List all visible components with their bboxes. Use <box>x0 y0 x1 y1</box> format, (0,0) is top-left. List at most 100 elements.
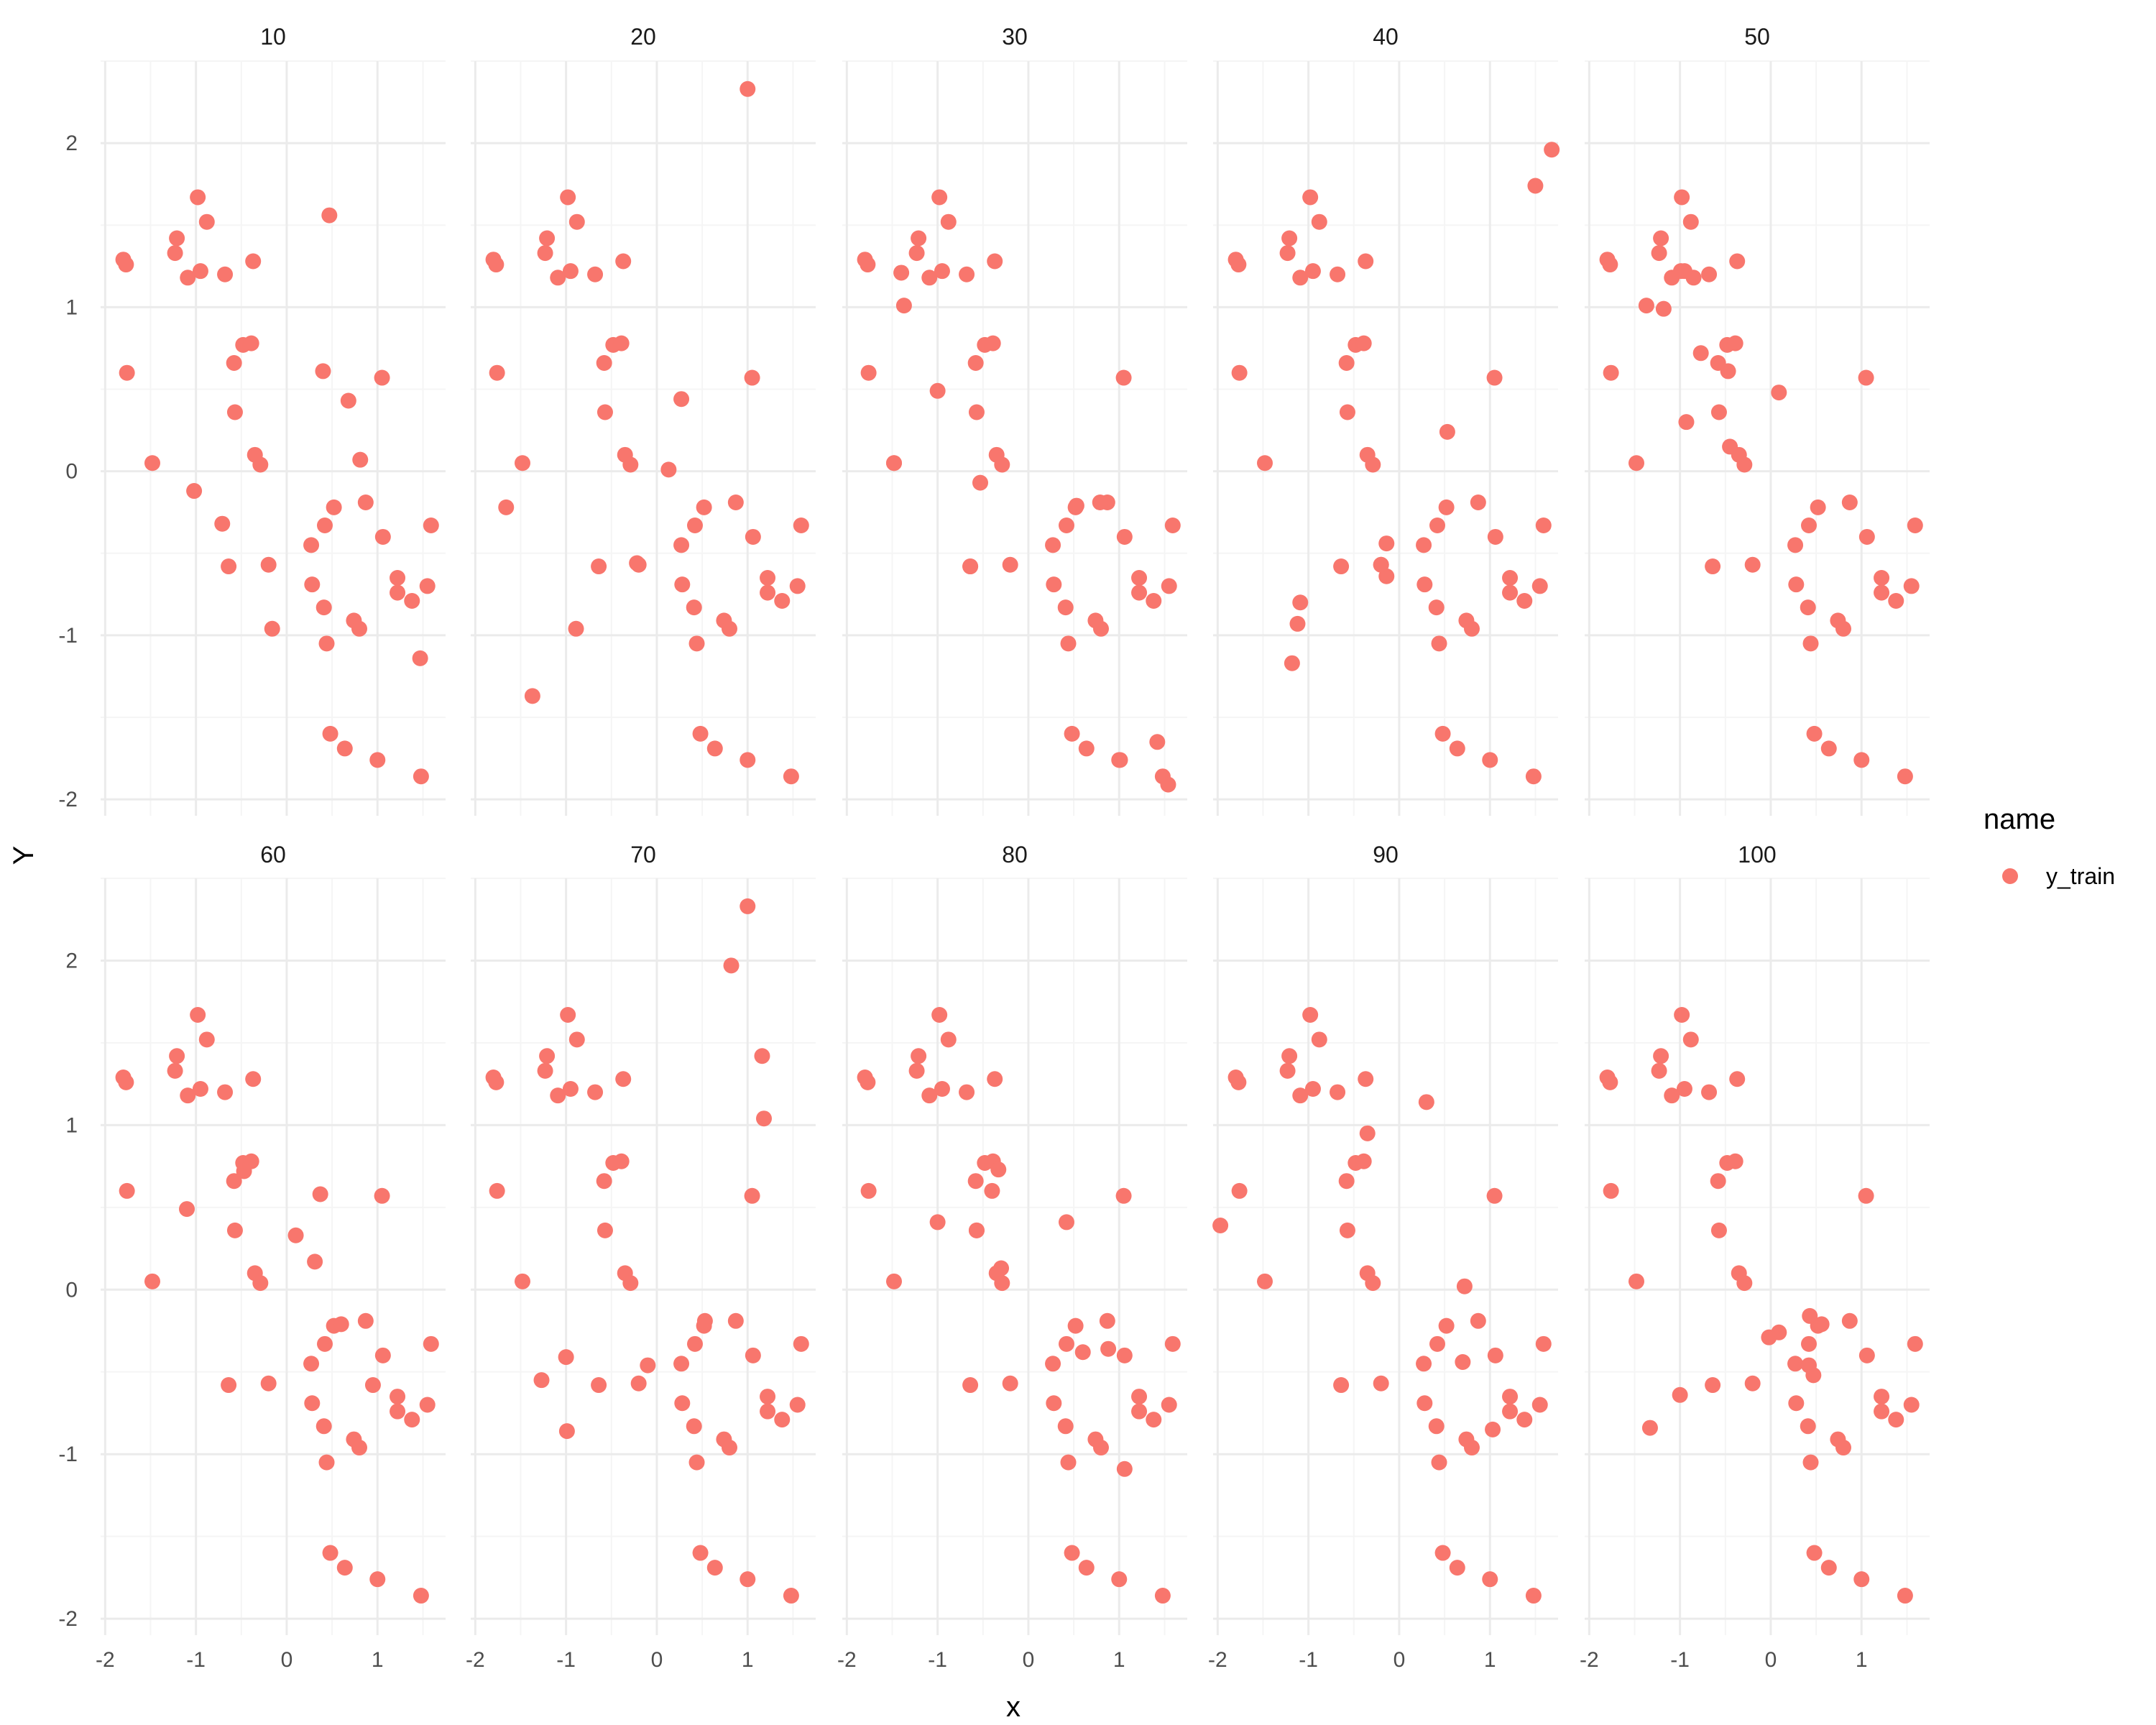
data-point <box>940 1031 957 1048</box>
data-point <box>687 1335 703 1352</box>
data-point <box>515 455 530 472</box>
data-point <box>1161 1397 1177 1413</box>
data-point <box>1482 1571 1498 1588</box>
data-point <box>179 1201 195 1218</box>
data-point <box>1701 1084 1718 1100</box>
data-point <box>1434 725 1451 742</box>
y-tick-label: 2 <box>65 132 78 155</box>
data-point <box>1736 1275 1753 1292</box>
data-point <box>783 1588 799 1604</box>
data-point <box>760 570 776 586</box>
data-point <box>783 768 799 785</box>
data-point <box>515 1273 530 1289</box>
x-tick-label: 0 <box>1393 1648 1406 1672</box>
data-point <box>1788 576 1805 593</box>
data-point <box>687 517 703 533</box>
data-point <box>1806 725 1823 742</box>
data-point <box>1729 1071 1746 1087</box>
data-point <box>1284 655 1300 671</box>
y-tick-label: 0 <box>65 1278 78 1302</box>
data-point <box>1131 584 1148 601</box>
data-point <box>1146 592 1162 609</box>
data-point <box>760 1389 776 1405</box>
data-point <box>692 1545 709 1561</box>
data-point <box>221 558 237 575</box>
data-point <box>1470 1312 1486 1329</box>
data-point <box>1903 1397 1920 1413</box>
data-point <box>1674 189 1690 206</box>
data-point <box>1115 1187 1132 1204</box>
data-point <box>968 1222 985 1238</box>
data-point <box>1257 455 1273 472</box>
data-point <box>404 1412 420 1428</box>
data-point <box>1638 298 1654 314</box>
data-point <box>1835 620 1851 637</box>
data-point <box>1801 1357 1817 1374</box>
data-point <box>1802 635 1819 652</box>
data-point <box>1744 556 1761 573</box>
data-point <box>352 451 369 468</box>
data-point <box>390 1403 406 1420</box>
data-point <box>221 1377 237 1394</box>
data-point <box>419 1397 436 1413</box>
data-point <box>1858 369 1874 386</box>
data-point <box>1093 1440 1109 1456</box>
data-point <box>1820 1560 1837 1576</box>
data-point <box>929 382 946 399</box>
data-point <box>987 253 1003 270</box>
data-point <box>722 1440 737 1456</box>
data-point <box>307 1254 323 1270</box>
facet-panel-100: 100 <box>1585 842 1930 1635</box>
data-point <box>1802 1454 1819 1471</box>
data-point <box>413 1588 429 1604</box>
data-point <box>688 635 705 652</box>
data-point <box>192 263 208 280</box>
data-point <box>934 1081 950 1098</box>
data-point <box>390 584 406 601</box>
data-point <box>1333 558 1350 575</box>
data-point <box>198 213 215 230</box>
data-point <box>587 266 604 282</box>
data-point <box>1302 189 1319 206</box>
data-point <box>1722 438 1738 455</box>
facet-label-30: 30 <box>1002 24 1028 50</box>
data-point <box>1439 423 1455 440</box>
data-point <box>318 635 335 652</box>
x-tick-label: -1 <box>1670 1648 1690 1672</box>
data-point <box>1487 1347 1503 1363</box>
data-point <box>1330 266 1346 282</box>
data-point <box>1131 1389 1148 1405</box>
data-point <box>1428 599 1445 616</box>
data-point <box>929 1214 946 1230</box>
data-point <box>1304 263 1321 280</box>
data-point <box>1074 1344 1091 1361</box>
data-point <box>911 1048 927 1064</box>
data-point <box>186 483 203 500</box>
data-point <box>1438 1317 1455 1334</box>
data-point <box>740 898 756 914</box>
data-point <box>1802 1307 1818 1324</box>
data-point <box>629 555 645 571</box>
data-point <box>489 364 505 381</box>
data-point <box>1516 1412 1533 1428</box>
data-point <box>596 1173 612 1190</box>
data-point <box>412 650 428 666</box>
data-point <box>1602 1074 1618 1090</box>
data-point <box>615 253 632 270</box>
data-point <box>562 1081 579 1098</box>
x-tick-label: -2 <box>96 1648 115 1672</box>
data-point <box>994 456 1010 473</box>
data-point <box>1502 1403 1519 1420</box>
data-point <box>722 620 737 637</box>
data-point <box>774 1412 791 1428</box>
data-point <box>1111 1571 1128 1588</box>
data-point <box>1858 1347 1875 1363</box>
data-point <box>1358 1071 1374 1087</box>
data-point <box>374 528 391 545</box>
data-point <box>1068 497 1084 514</box>
data-point <box>1787 1356 1804 1372</box>
data-point <box>908 1062 925 1079</box>
data-point <box>686 1418 702 1435</box>
data-point <box>214 515 231 532</box>
x-tick-label: -2 <box>1580 1648 1599 1672</box>
